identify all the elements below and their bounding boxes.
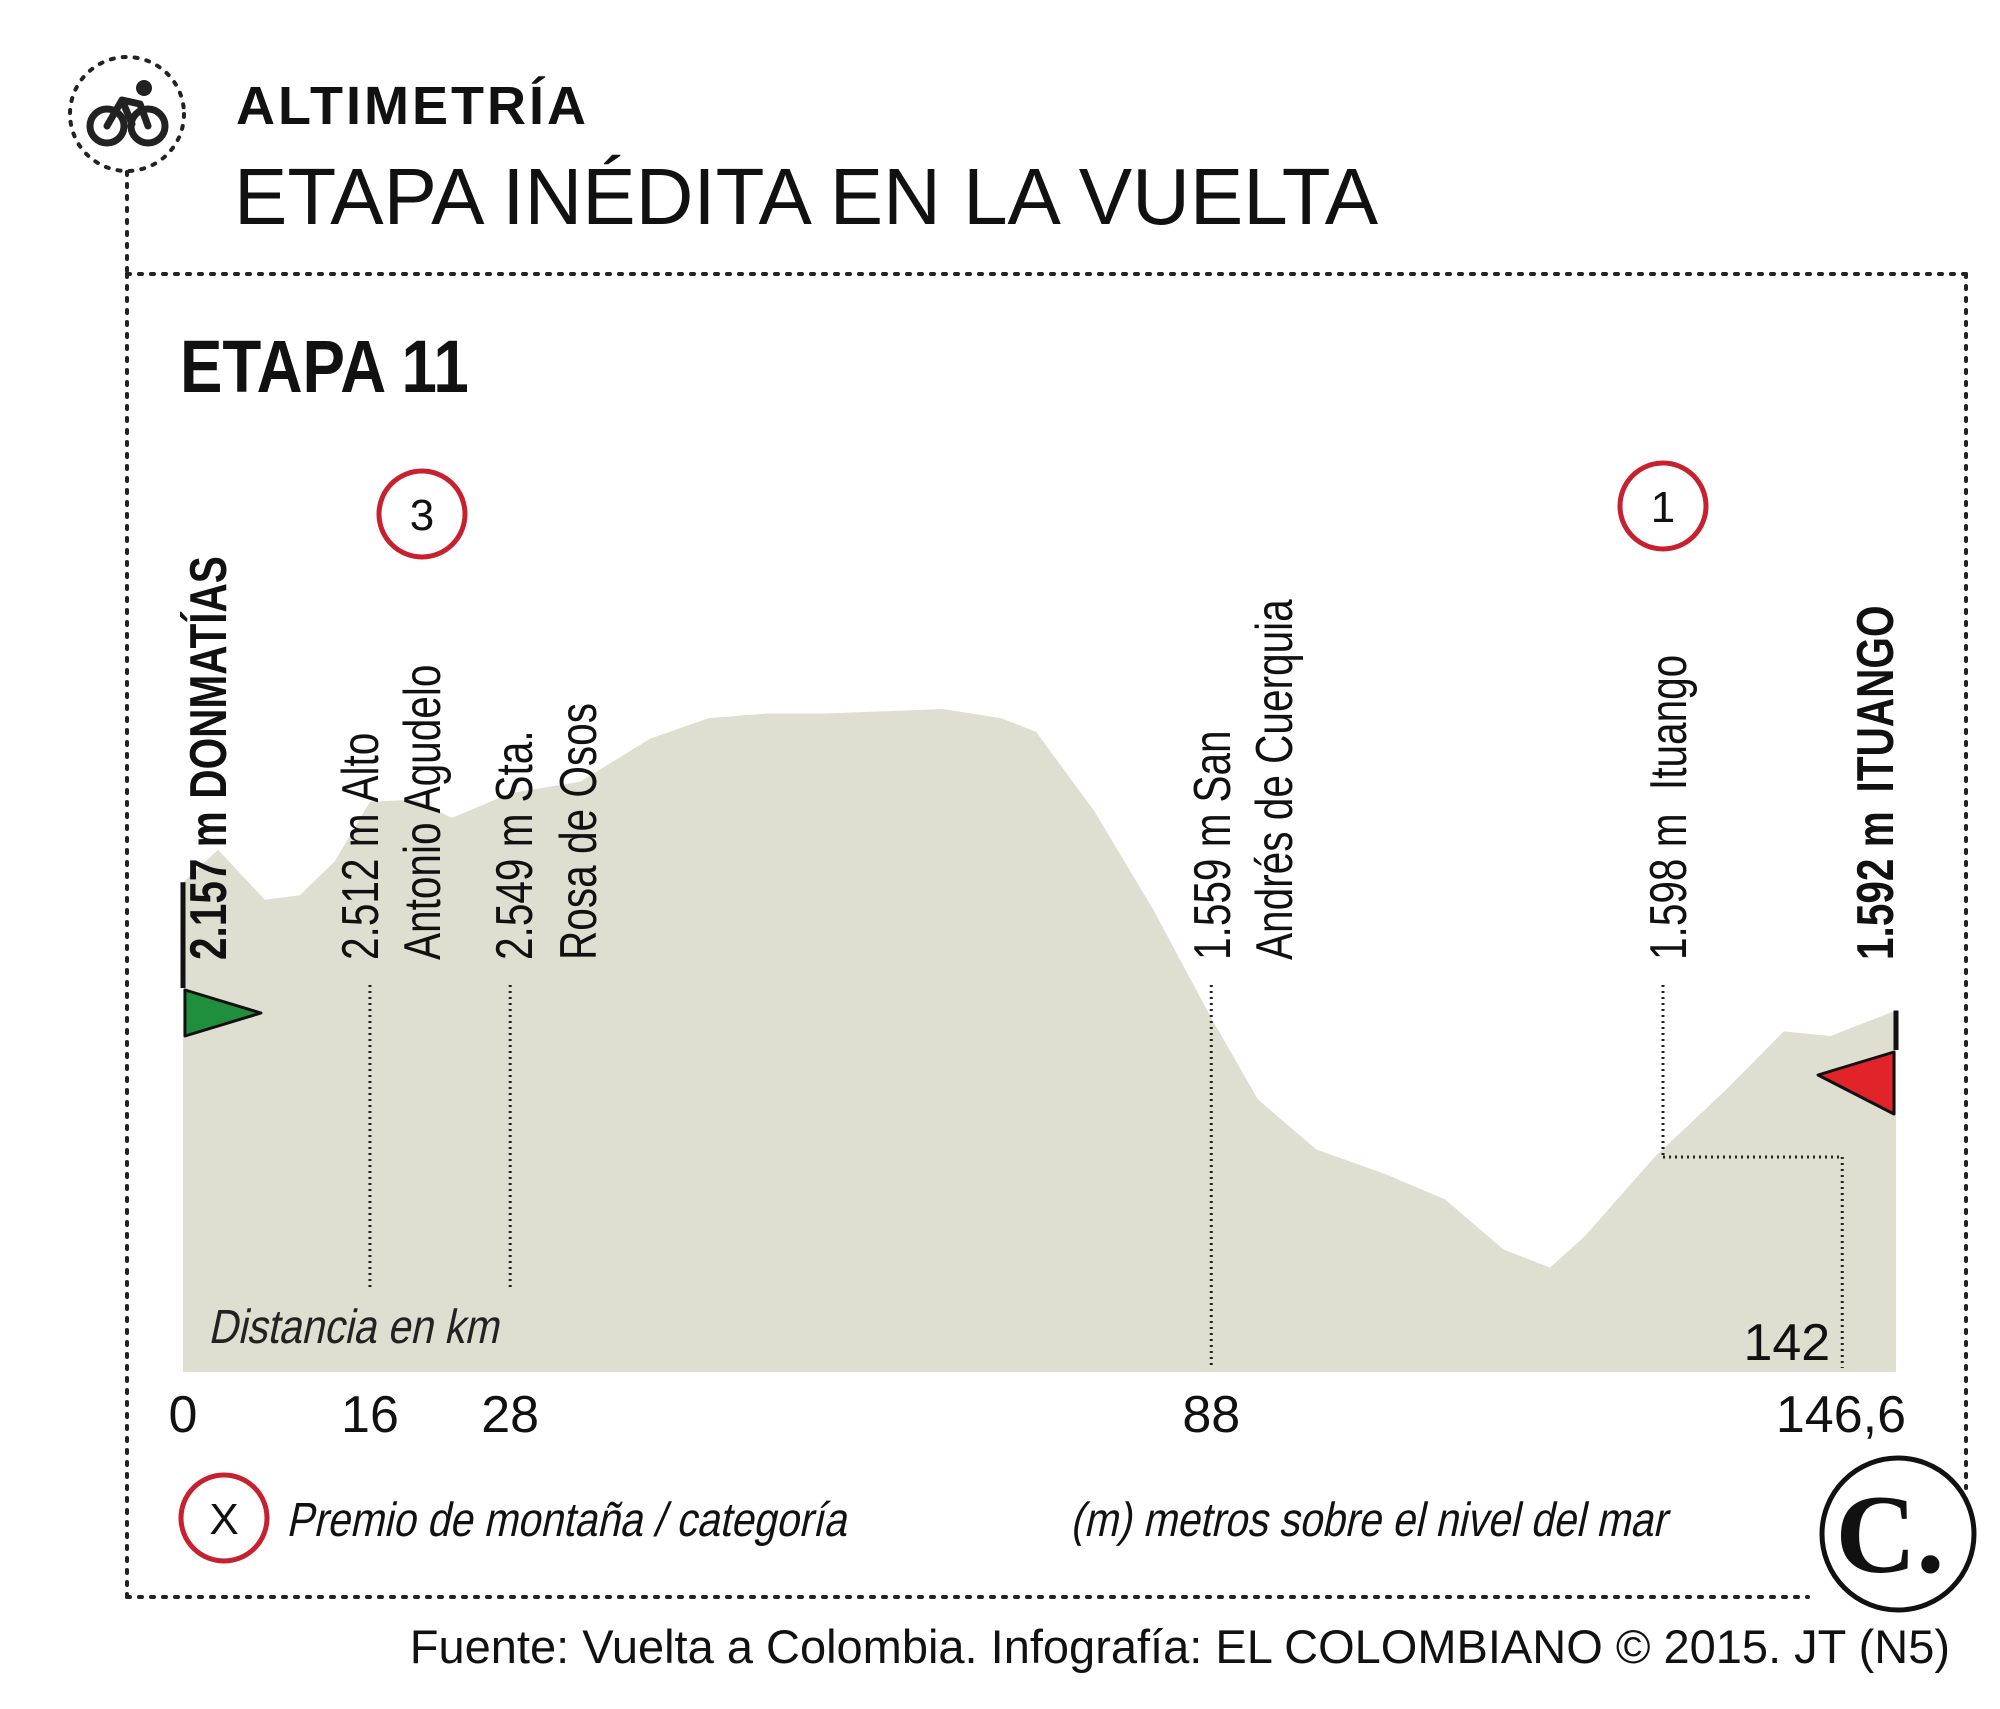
category-symbol (178, 1472, 270, 1564)
svg-text:2.512 mAlto: 2.512 m Alto (331, 733, 389, 960)
elevation-label: 1.598 m (1639, 813, 1697, 960)
svg-text:1.559 mSan: 1.559 m San (1183, 730, 1241, 960)
legend-text: Premio de montaña / categoría (284, 1492, 856, 1546)
elevation-label: 2.512 m (331, 813, 389, 960)
label-san-andres-2: Andrés de Cuerquia (1245, 599, 1303, 960)
elevation-profile-area (183, 709, 1896, 1372)
svg-text:1.598 mItuango: 1.598 m Ituango (1639, 655, 1697, 960)
svg-text:X: X (209, 1495, 238, 1544)
x-tick-label: 28 (481, 1386, 539, 1444)
label-ituango-finish: 1.592 m ITUANGO (1846, 605, 1904, 960)
start-flag-icon (180, 882, 263, 1038)
place-label: San (1183, 730, 1241, 802)
place-label: Alto (331, 733, 389, 803)
units-note: (m) metros sobre el nivel del mar (1068, 1492, 1676, 1546)
label-donmatias: 2.157 m DONMATÍAS (179, 556, 237, 960)
finish-flag-icon (1816, 1010, 1899, 1116)
svg-text:3: 3 (410, 491, 434, 540)
svg-text:1.592 mITUANGO: 1.592 m ITUANGO (1846, 605, 1904, 960)
point-markers (368, 985, 1844, 1368)
elevation-label: 1.559 m (1183, 813, 1241, 960)
place-label: Sta. (485, 730, 543, 802)
svg-text:1: 1 (1651, 483, 1675, 532)
label-alto-antonio-agudelo: 2.512 m Alto (331, 733, 389, 960)
x-tick-label-142: 142 (1743, 1314, 1830, 1372)
chart-title: ETAPA 11 (180, 326, 469, 409)
place-label: Andrés de Cuerquia (1245, 599, 1303, 960)
place-label: DONMATÍAS (179, 556, 237, 799)
elevation-label: 1.592 m (1846, 811, 1904, 960)
x-axis-ticks: 0 16 28 88 146,6 (169, 1386, 1906, 1444)
x-tick-label: 0 (169, 1386, 198, 1444)
cyclist-icon (68, 55, 186, 173)
x-tick-label: 88 (1182, 1386, 1240, 1444)
elevation-label: 2.157 m (179, 811, 237, 960)
x-axis-label: Distancia en km (206, 1299, 508, 1353)
elevation-label: 2.549 m (485, 813, 543, 960)
category-badge-3: 3 (376, 468, 468, 560)
headline: ETAPA INÉDITA EN LA VUELTA (234, 152, 1379, 241)
label-alto-antonio-agudelo-2: Antonio Agudelo (393, 665, 451, 960)
x-tick-label: 146,6 (1776, 1386, 1906, 1444)
svg-text:2.157 mDONMATÍAS: 2.157 m DONMATÍAS (179, 556, 237, 960)
category-badge-1: 1 (1617, 460, 1709, 552)
label-santa-rosa-2: Rosa de Osos (549, 703, 607, 960)
place-label: Ituango (1639, 655, 1697, 790)
section-title: ALTIMETRÍA (236, 76, 589, 136)
label-santa-rosa: 2.549 m Sta. (485, 730, 543, 960)
place-label: Antonio Agudelo (393, 665, 451, 960)
legend-mountain-prize: X Premio de montaña / categoría (178, 1472, 856, 1564)
el-colombiano-logo: C. (1819, 1455, 1977, 1613)
label-san-andres: 1.559 m San (1183, 730, 1241, 960)
x-tick-label: 16 (341, 1386, 399, 1444)
place-label: Rosa de Osos (549, 703, 607, 960)
label-ituango-climb: 1.598 m Ituango (1639, 655, 1697, 960)
source-credit: Fuente: Vuelta a Colombia. Infografía: E… (410, 1620, 1950, 1673)
place-label: ITUANGO (1846, 605, 1904, 792)
svg-text:C.: C. (1836, 1473, 1945, 1597)
chart-frame (125, 272, 1968, 1599)
svg-text:2.549 mSta.: 2.549 m Sta. (485, 730, 543, 960)
